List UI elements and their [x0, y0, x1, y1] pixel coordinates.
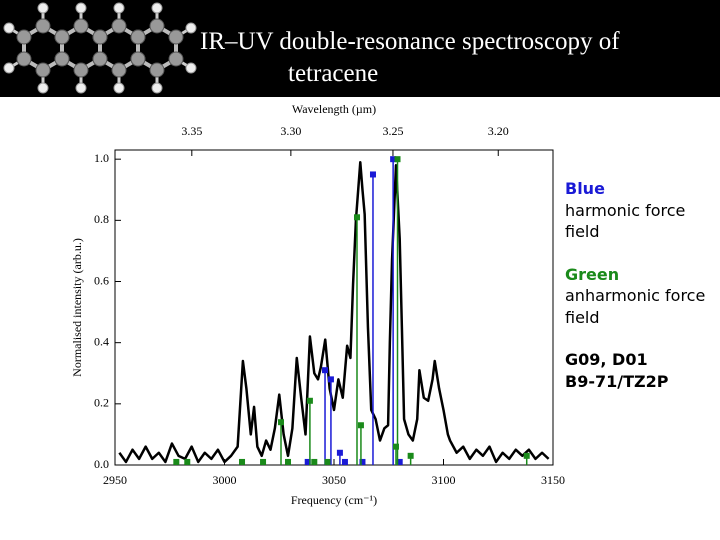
stem-marker: [359, 458, 366, 465]
stem-marker: [392, 443, 399, 450]
hydrogen-atom: [75, 82, 87, 94]
stem-marker: [306, 397, 313, 404]
hydrogen-atom: [113, 82, 125, 94]
stem-marker: [173, 458, 180, 465]
stem-marker: [324, 458, 331, 465]
stem-marker: [394, 156, 401, 163]
stem-marker: [278, 419, 285, 426]
stem-marker: [239, 458, 246, 465]
hydrogen-atom: [37, 82, 49, 94]
note-heading: Green: [565, 264, 620, 284]
hydrogen-atom: [3, 62, 15, 74]
stem-marker: [341, 458, 348, 465]
plot-frame: [114, 149, 554, 466]
carbon-atom: [130, 29, 146, 45]
carbon-atom: [35, 18, 51, 34]
molecule-image: [3, 2, 197, 94]
hydrogen-atom: [37, 2, 49, 14]
hydrogen-atom: [113, 2, 125, 14]
method-text: B9-71/TZ2P: [565, 371, 669, 391]
stem-marker: [304, 458, 311, 465]
carbon-atom: [54, 29, 70, 45]
stem-marker: [369, 171, 376, 178]
chart: 2950 3000 3050 3100 3150 3.35 3.30 3.25 3.20 0.0 0…: [70, 102, 565, 507]
carbon-atom: [16, 29, 32, 45]
stem-marker: [260, 458, 267, 465]
carbon-atom: [92, 29, 108, 45]
slide-title: IR–UV double-resonance spectroscopy of t…: [200, 28, 620, 87]
x-tick-label: 3050: [322, 473, 346, 487]
y-tick-label: 0.6: [94, 273, 109, 287]
carbon-atom: [111, 18, 127, 34]
x-tick-label: 3100: [432, 473, 456, 487]
carbon-atom: [73, 62, 89, 78]
y-tick-label: 0.0: [94, 457, 109, 471]
carbon-atom: [130, 51, 146, 67]
carbon-atom: [73, 18, 89, 34]
stem-marker: [353, 214, 360, 221]
hydrogen-atom: [151, 82, 163, 94]
carbon-atom: [168, 29, 184, 45]
x2-axis-label: Wavelength (µm): [292, 102, 376, 116]
y-tick-label: 0.2: [94, 396, 109, 410]
y-tick-label: 1.0: [94, 151, 109, 165]
hydrogen-atom: [3, 22, 15, 34]
stem-marker: [523, 452, 530, 459]
stem-marker: [311, 458, 318, 465]
hydrogen-atom: [75, 2, 87, 14]
method-text: G09, D01: [565, 350, 648, 369]
x2-tick-label: 3.20: [488, 124, 509, 138]
x-tick-label: 3000: [213, 473, 237, 487]
note-text: anharmonic force field: [565, 286, 706, 327]
x2-tick-label: 3.30: [280, 124, 301, 138]
x-tick-label: 3150: [541, 473, 565, 487]
stem-marker: [285, 458, 292, 465]
stem-marker: [327, 376, 334, 383]
carbon-atom: [149, 18, 165, 34]
hydrogen-atom: [185, 62, 197, 74]
y-tick-label: 0.8: [94, 212, 109, 226]
carbon-atom: [35, 62, 51, 78]
carbon-atom: [54, 51, 70, 67]
stem-marker: [396, 458, 403, 465]
x-axis-label: Frequency (cm⁻¹): [291, 493, 377, 507]
x2-tick-label: 3.35: [181, 124, 202, 138]
stem-marker: [322, 367, 329, 374]
carbon-atom: [16, 51, 32, 67]
x-tick-label: 2950: [103, 473, 127, 487]
stem-marker: [357, 422, 364, 429]
carbon-atom: [92, 51, 108, 67]
stem-marker: [336, 449, 343, 456]
stem-marker: [407, 452, 414, 459]
x2-tick-label: 3.25: [382, 124, 403, 138]
hydrogen-atom: [151, 2, 163, 14]
note-heading: Blue: [565, 179, 605, 198]
y-axis-label: Normalised intensity (arb.u.): [70, 238, 84, 377]
stem-marker: [184, 458, 191, 465]
header-bar: IR–UV double-resonance spectroscopy of t…: [0, 0, 720, 97]
legend-panel: Blue harmonic force field Green anharmonic …: [565, 178, 715, 392]
legend-note: Green anharmonic force field: [565, 264, 715, 329]
hydrogen-atom: [185, 22, 197, 34]
note-text: harmonic force field: [565, 200, 686, 242]
y-tick-label: 0.4: [94, 334, 109, 348]
carbon-atom: [168, 51, 184, 67]
stem-marker: [390, 156, 397, 163]
legend-note: Blue harmonic force field: [565, 178, 715, 243]
carbon-atom: [149, 62, 165, 78]
carbon-atom: [111, 62, 127, 78]
spectrum-line: [118, 160, 550, 464]
